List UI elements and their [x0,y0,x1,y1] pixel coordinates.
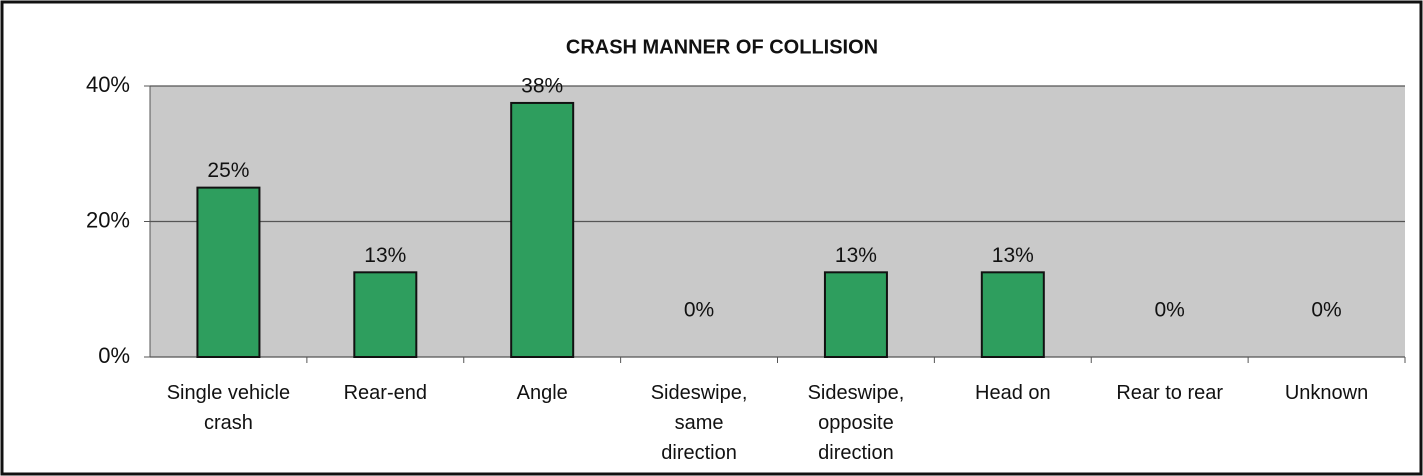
x-tick-label: Rear-end [343,382,427,404]
value-label: 13% [992,244,1034,267]
x-tick-label: Angle [516,382,568,404]
bar [353,271,418,358]
value-label: 0% [684,299,714,322]
value-label: 13% [364,244,406,267]
chart-title: CRASH MANNER OF COLLISION [566,36,878,58]
x-tick-label: Head on [975,382,1051,404]
bar [823,271,888,358]
value-label: 0% [1155,299,1185,322]
value-label: 38% [521,74,563,97]
bar [196,186,261,358]
y-tick-label: 20% [86,207,130,232]
y-tick-label: 40% [86,72,130,97]
x-tick-label: Unknown [1284,382,1369,404]
x-tick-label: Rear to rear [1116,382,1224,404]
value-label: 25% [207,159,249,182]
value-label: 0% [1311,299,1341,322]
x-tick-label: Sideswipe, opposite direction [807,382,905,464]
x-tick-label: Single vehicle crash [166,382,291,434]
bar [510,101,575,358]
value-label: 13% [835,244,877,267]
bar [980,271,1045,358]
x-tick-label: Sideswipe, same direction [650,382,748,464]
y-tick-label: 0% [98,343,130,368]
